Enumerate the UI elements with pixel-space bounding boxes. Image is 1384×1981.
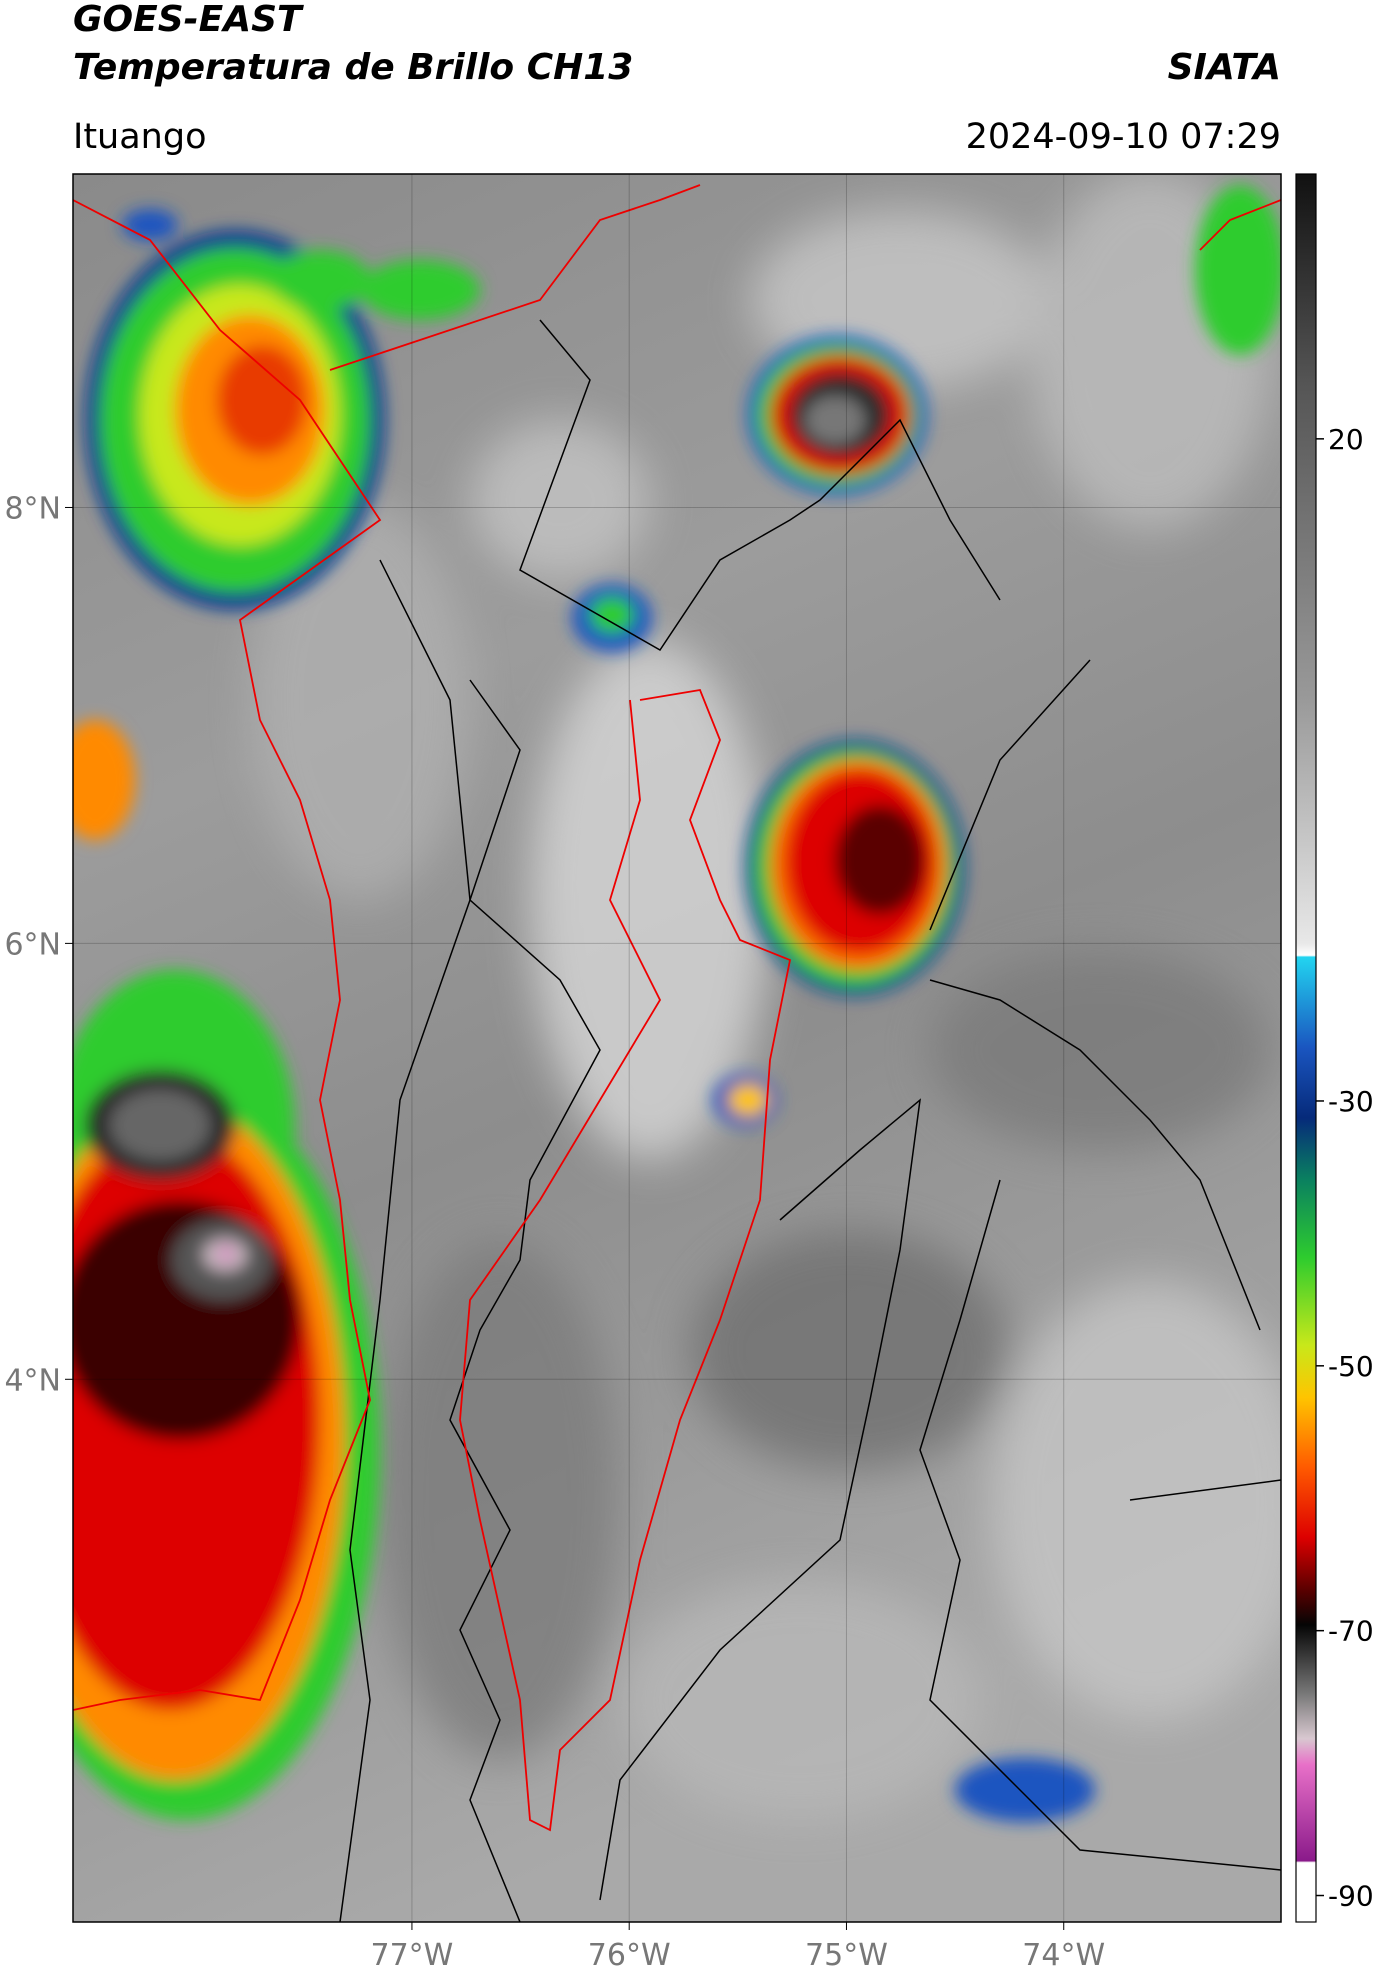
colorbar-tick-label: -30 — [1328, 1085, 1374, 1118]
lon-tick-label: 75°W — [805, 1938, 888, 1973]
colorbar-tick-label: 20 — [1328, 423, 1364, 456]
colorbar-tick-label: -90 — [1328, 1880, 1374, 1913]
admin-borders — [339, 319, 1281, 1922]
map-frame — [72, 173, 1282, 1923]
datetime: 2024-09-10 07:29 — [966, 117, 1281, 157]
lat-tick-label: 8°N — [4, 491, 61, 526]
colorbar-ticks: 20 -30 -50 -70 -90 — [1316, 423, 1374, 1913]
lat-tick-label: 4°N — [4, 1363, 61, 1398]
lat-tick-label: 6°N — [4, 927, 61, 962]
colorbar — [1295, 173, 1317, 1923]
organization: SIATA — [1168, 47, 1281, 88]
lon-tick-label: 74°W — [1022, 1938, 1105, 1973]
graticule: 77°W 76°W 75°W 74°W 8°N 6°N 4°N — [4, 174, 1281, 1973]
red-boundaries — [73, 184, 1281, 1832]
lon-tick-label: 76°W — [588, 1938, 671, 1973]
colorbar-tick-label: -70 — [1328, 1615, 1374, 1648]
satellite-image — [73, 174, 1281, 1922]
colorbar-tick-label: -50 — [1328, 1350, 1374, 1383]
title: GOES-EAST — [73, 0, 304, 40]
lon-tick-label: 77°W — [371, 1938, 454, 1973]
subtitle: Temperatura de Brillo CH13 — [73, 47, 633, 88]
location: Ituango — [73, 117, 207, 157]
